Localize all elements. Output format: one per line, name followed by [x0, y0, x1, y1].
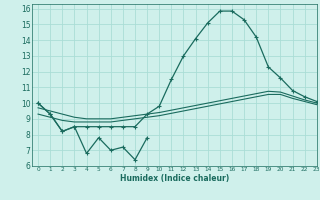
X-axis label: Humidex (Indice chaleur): Humidex (Indice chaleur)	[120, 174, 229, 183]
